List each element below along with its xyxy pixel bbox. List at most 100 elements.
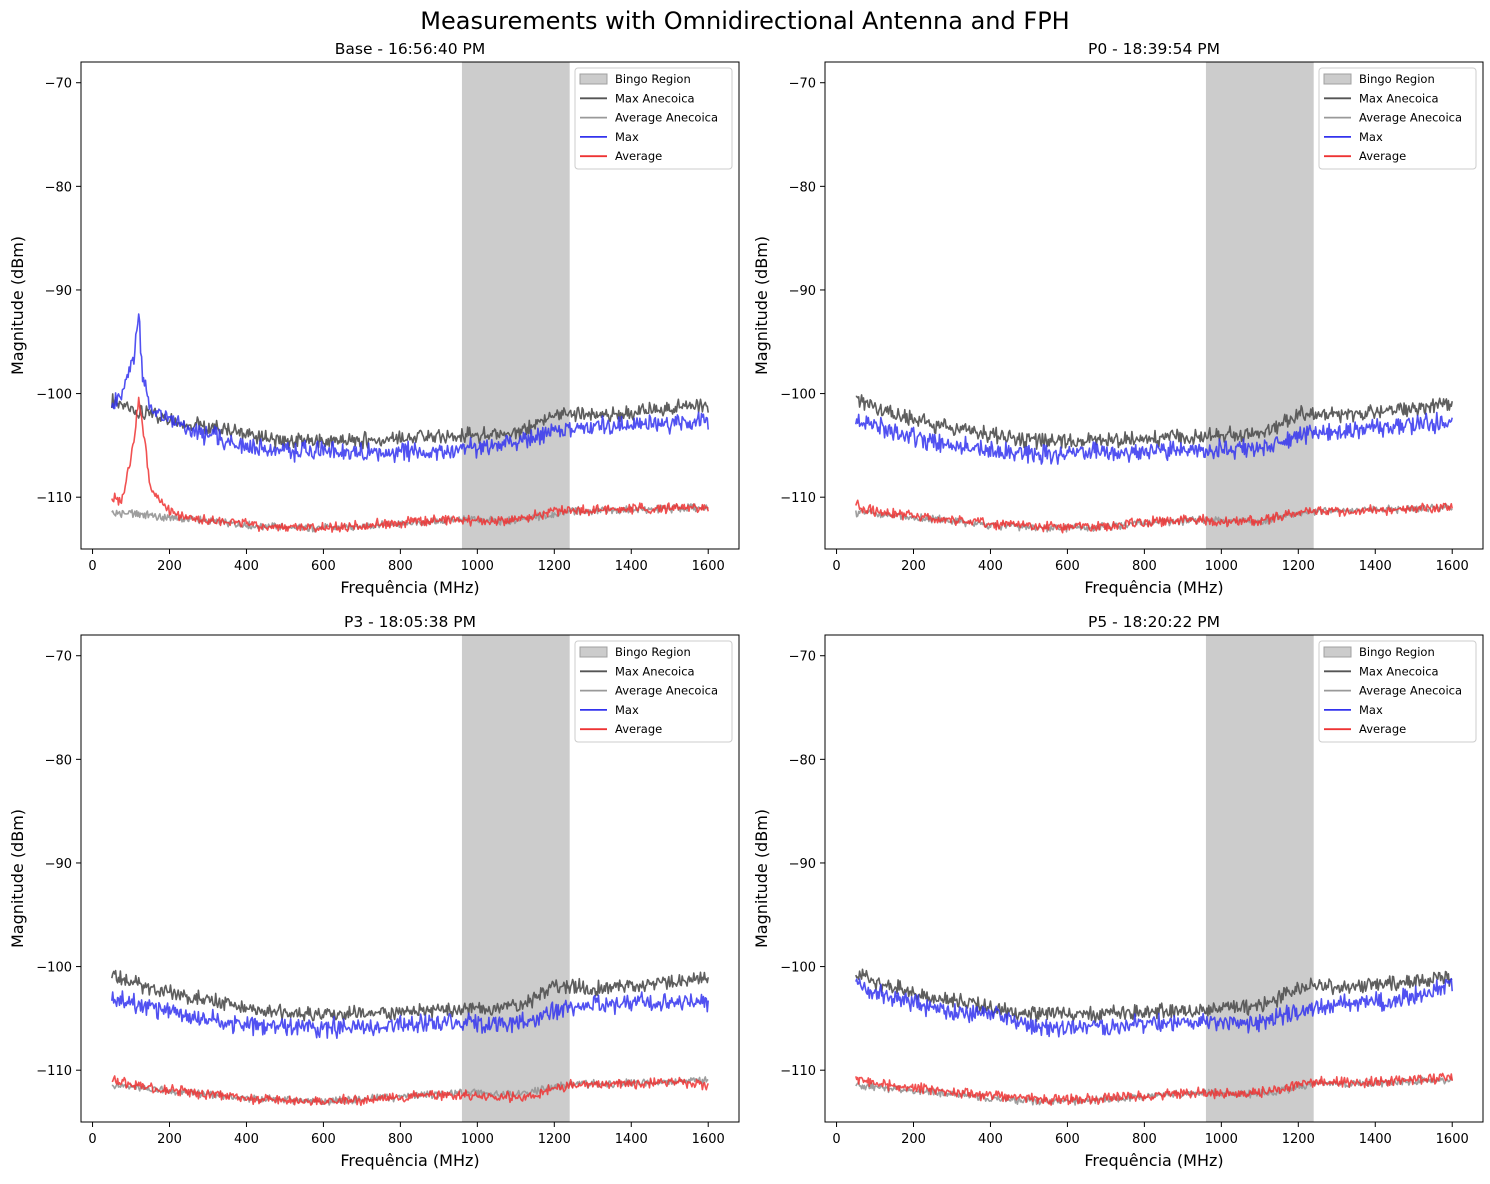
- legend-entry-label: Bingo Region: [1359, 645, 1435, 659]
- x-tick-label: 1600: [1436, 559, 1469, 574]
- legend-entry-label: Max Anecoica: [615, 91, 695, 105]
- series-group: [855, 968, 1453, 1106]
- legend-entry-label: Bingo Region: [1359, 72, 1435, 86]
- x-tick-label: 1600: [1436, 1132, 1469, 1147]
- legend: Bingo Region Max Anecoica Average Anecoica…: [574, 67, 733, 170]
- x-tick-label: 200: [157, 559, 182, 574]
- x-tick-label: 1600: [692, 1132, 725, 1147]
- x-tick-label: 200: [901, 1132, 926, 1147]
- legend-entry-label: Average: [615, 149, 662, 163]
- series-line-max-anecoica: [855, 968, 1453, 1024]
- legend-entry-label: Max: [615, 130, 639, 144]
- series-line-average: [111, 396, 709, 533]
- y-tick-label: −100: [36, 388, 72, 403]
- panel-base: 0 200 400 600 800 1000 1200 1400 1600 −110 −100 −90…: [8, 40, 740, 597]
- legend-entry-label: Average Anecoica: [615, 684, 718, 698]
- axes-frame: [824, 61, 1484, 550]
- x-tick-label: 1000: [1205, 559, 1238, 574]
- y-tick-label: −100: [36, 961, 72, 976]
- legend-entry-label: Bingo Region: [615, 645, 691, 659]
- series-line-max: [855, 411, 1453, 465]
- y-tick-label: −110: [780, 491, 816, 506]
- x-tick-label: 0: [832, 1132, 840, 1147]
- legend-entry-label: Average Anecoica: [615, 111, 718, 125]
- x-tick-label: 1400: [615, 559, 648, 574]
- legend-swatch-bingo-region: [1323, 646, 1352, 658]
- y-axis-label: Magnitude (dBm): [8, 809, 27, 948]
- series-line-average-anecoica: [111, 503, 709, 533]
- series-group: [111, 969, 709, 1107]
- x-axis-label: Frequência (MHz): [340, 1151, 479, 1170]
- x-axis-label: Frequência (MHz): [1084, 578, 1223, 597]
- legend-box: [574, 640, 733, 743]
- legend-entry-label: Max Anecoica: [1359, 91, 1439, 105]
- y-tick-label: −70: [789, 650, 816, 665]
- legend: Bingo Region Max Anecoica Average Anecoica…: [1318, 67, 1477, 170]
- x-tick-label: 800: [388, 1132, 413, 1147]
- x-tick-label: 600: [311, 559, 336, 574]
- panel-p3: 0 200 400 600 800 1000 1200 1400 1600 −110 −100 −90…: [8, 613, 740, 1170]
- panel-p5: 0 200 400 600 800 1000 1200 1400 1600 −110 −100 −90…: [752, 613, 1484, 1170]
- x-tick-label: 400: [978, 559, 1003, 574]
- x-tick-label: 1200: [1282, 559, 1315, 574]
- legend: Bingo Region Max Anecoica Average Anecoica…: [1318, 640, 1477, 743]
- y-tick-label: −110: [780, 1064, 816, 1079]
- y-tick-label: −80: [789, 753, 816, 768]
- x-tick-label: 800: [1132, 1132, 1157, 1147]
- legend-entry-label: Average: [615, 722, 662, 736]
- y-tick-label: −70: [45, 77, 72, 92]
- x-tick-label: 1400: [1359, 1132, 1392, 1147]
- x-tick-label: 0: [832, 559, 840, 574]
- x-tick-label: 1200: [538, 1132, 571, 1147]
- panel-p0: 0 200 400 600 800 1000 1200 1400 1600 −110 −100 −90…: [752, 40, 1484, 597]
- series-line-max: [111, 313, 709, 464]
- x-tick-label: 1400: [615, 1132, 648, 1147]
- axes-frame: [80, 61, 740, 550]
- x-tick-label: 400: [234, 559, 259, 574]
- y-tick-label: −90: [789, 284, 816, 299]
- x-tick-label: 1200: [538, 559, 571, 574]
- legend-entry-label: Max: [1359, 130, 1383, 144]
- x-axis-label: Frequência (MHz): [1084, 1151, 1223, 1170]
- series-line-average: [855, 499, 1453, 534]
- series-group: [111, 313, 709, 533]
- bingo-region-band: [461, 635, 570, 1122]
- y-tick-label: −100: [780, 961, 816, 976]
- y-axis-label: Magnitude (dBm): [8, 236, 27, 375]
- x-axis-label: Frequência (MHz): [340, 578, 479, 597]
- y-tick-label: −100: [780, 388, 816, 403]
- series-line-average: [855, 1072, 1453, 1106]
- x-tick-label: 400: [234, 1132, 259, 1147]
- series-line-max-anecoica: [111, 393, 709, 450]
- subplot-title: Base - 16:56:40 PM: [335, 40, 485, 58]
- bingo-region-band: [1205, 635, 1314, 1122]
- x-tick-label: 600: [311, 1132, 336, 1147]
- x-tick-label: 400: [978, 1132, 1003, 1147]
- y-tick-label: −90: [789, 857, 816, 872]
- x-tick-label: 1400: [1359, 559, 1392, 574]
- y-axis-label: Magnitude (dBm): [752, 809, 771, 948]
- x-tick-label: 1200: [1282, 1132, 1315, 1147]
- x-tick-label: 1000: [461, 559, 494, 574]
- y-tick-label: −80: [45, 180, 72, 195]
- y-tick-label: −90: [45, 284, 72, 299]
- y-tick-label: −110: [36, 491, 72, 506]
- bingo-region-band: [461, 62, 570, 549]
- legend-box: [1318, 67, 1477, 170]
- series-line-max-anecoica: [855, 394, 1453, 450]
- legend-swatch-bingo-region: [579, 646, 608, 658]
- legend-entry-label: Max: [615, 703, 639, 717]
- series-line-max-anecoica: [111, 969, 709, 1022]
- y-tick-label: −70: [45, 650, 72, 665]
- subplot-title: P5 - 18:20:22 PM: [1088, 613, 1220, 631]
- x-tick-label: 0: [88, 559, 96, 574]
- y-tick-label: −70: [789, 77, 816, 92]
- legend-box: [1318, 640, 1477, 743]
- x-tick-label: 1600: [692, 559, 725, 574]
- x-tick-label: 600: [1055, 559, 1080, 574]
- series-line-max: [111, 990, 709, 1039]
- x-tick-label: 1000: [461, 1132, 494, 1147]
- legend-box: [574, 67, 733, 170]
